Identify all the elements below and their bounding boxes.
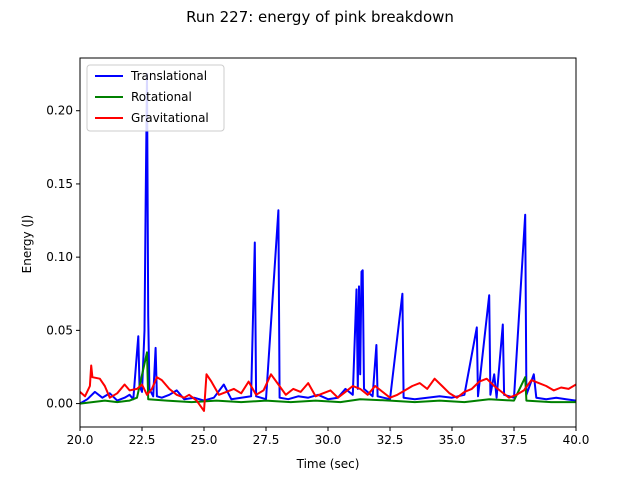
y-tick-label: 0.05 xyxy=(46,323,73,337)
chart-title: Run 227: energy of pink breakdown xyxy=(186,8,454,26)
series-line-rotational xyxy=(80,351,576,405)
y-tick-label: 0.20 xyxy=(46,104,73,118)
x-tick-label: 25.0 xyxy=(191,433,218,447)
y-tick-label: 0.10 xyxy=(46,250,73,264)
legend-entry-gravitational: Gravitational xyxy=(131,111,209,125)
x-tick-label: 37.5 xyxy=(501,433,528,447)
x-tick-label: 22.5 xyxy=(129,433,156,447)
series-line-translational xyxy=(80,73,576,405)
x-tick-label: 35.0 xyxy=(439,433,466,447)
x-tick-label: 32.5 xyxy=(377,433,404,447)
x-tick-label: 40.0 xyxy=(563,433,590,447)
axis-ticks: 20.0 22.5 25.0 27.5 30.0 32.5 35.0 37.5 40.0 0.00… xyxy=(46,104,589,447)
series-line-gravitational xyxy=(80,364,576,412)
x-tick-label: 20.0 xyxy=(67,433,94,447)
legend-box xyxy=(86,64,225,132)
x-tick-label: 30.0 xyxy=(315,433,342,447)
x-tick-label: 27.5 xyxy=(253,433,280,447)
y-axis-label: Energy (J) xyxy=(20,215,34,274)
legend-entry-rotational: Rotational xyxy=(131,90,192,104)
legend: Translational Rotational Gravitational xyxy=(86,64,225,132)
x-axis-label: Time (sec) xyxy=(296,457,360,471)
y-tick-label: 0.00 xyxy=(46,397,73,411)
legend-entry-translational: Translational xyxy=(130,69,207,83)
y-tick-label: 0.15 xyxy=(46,177,73,191)
